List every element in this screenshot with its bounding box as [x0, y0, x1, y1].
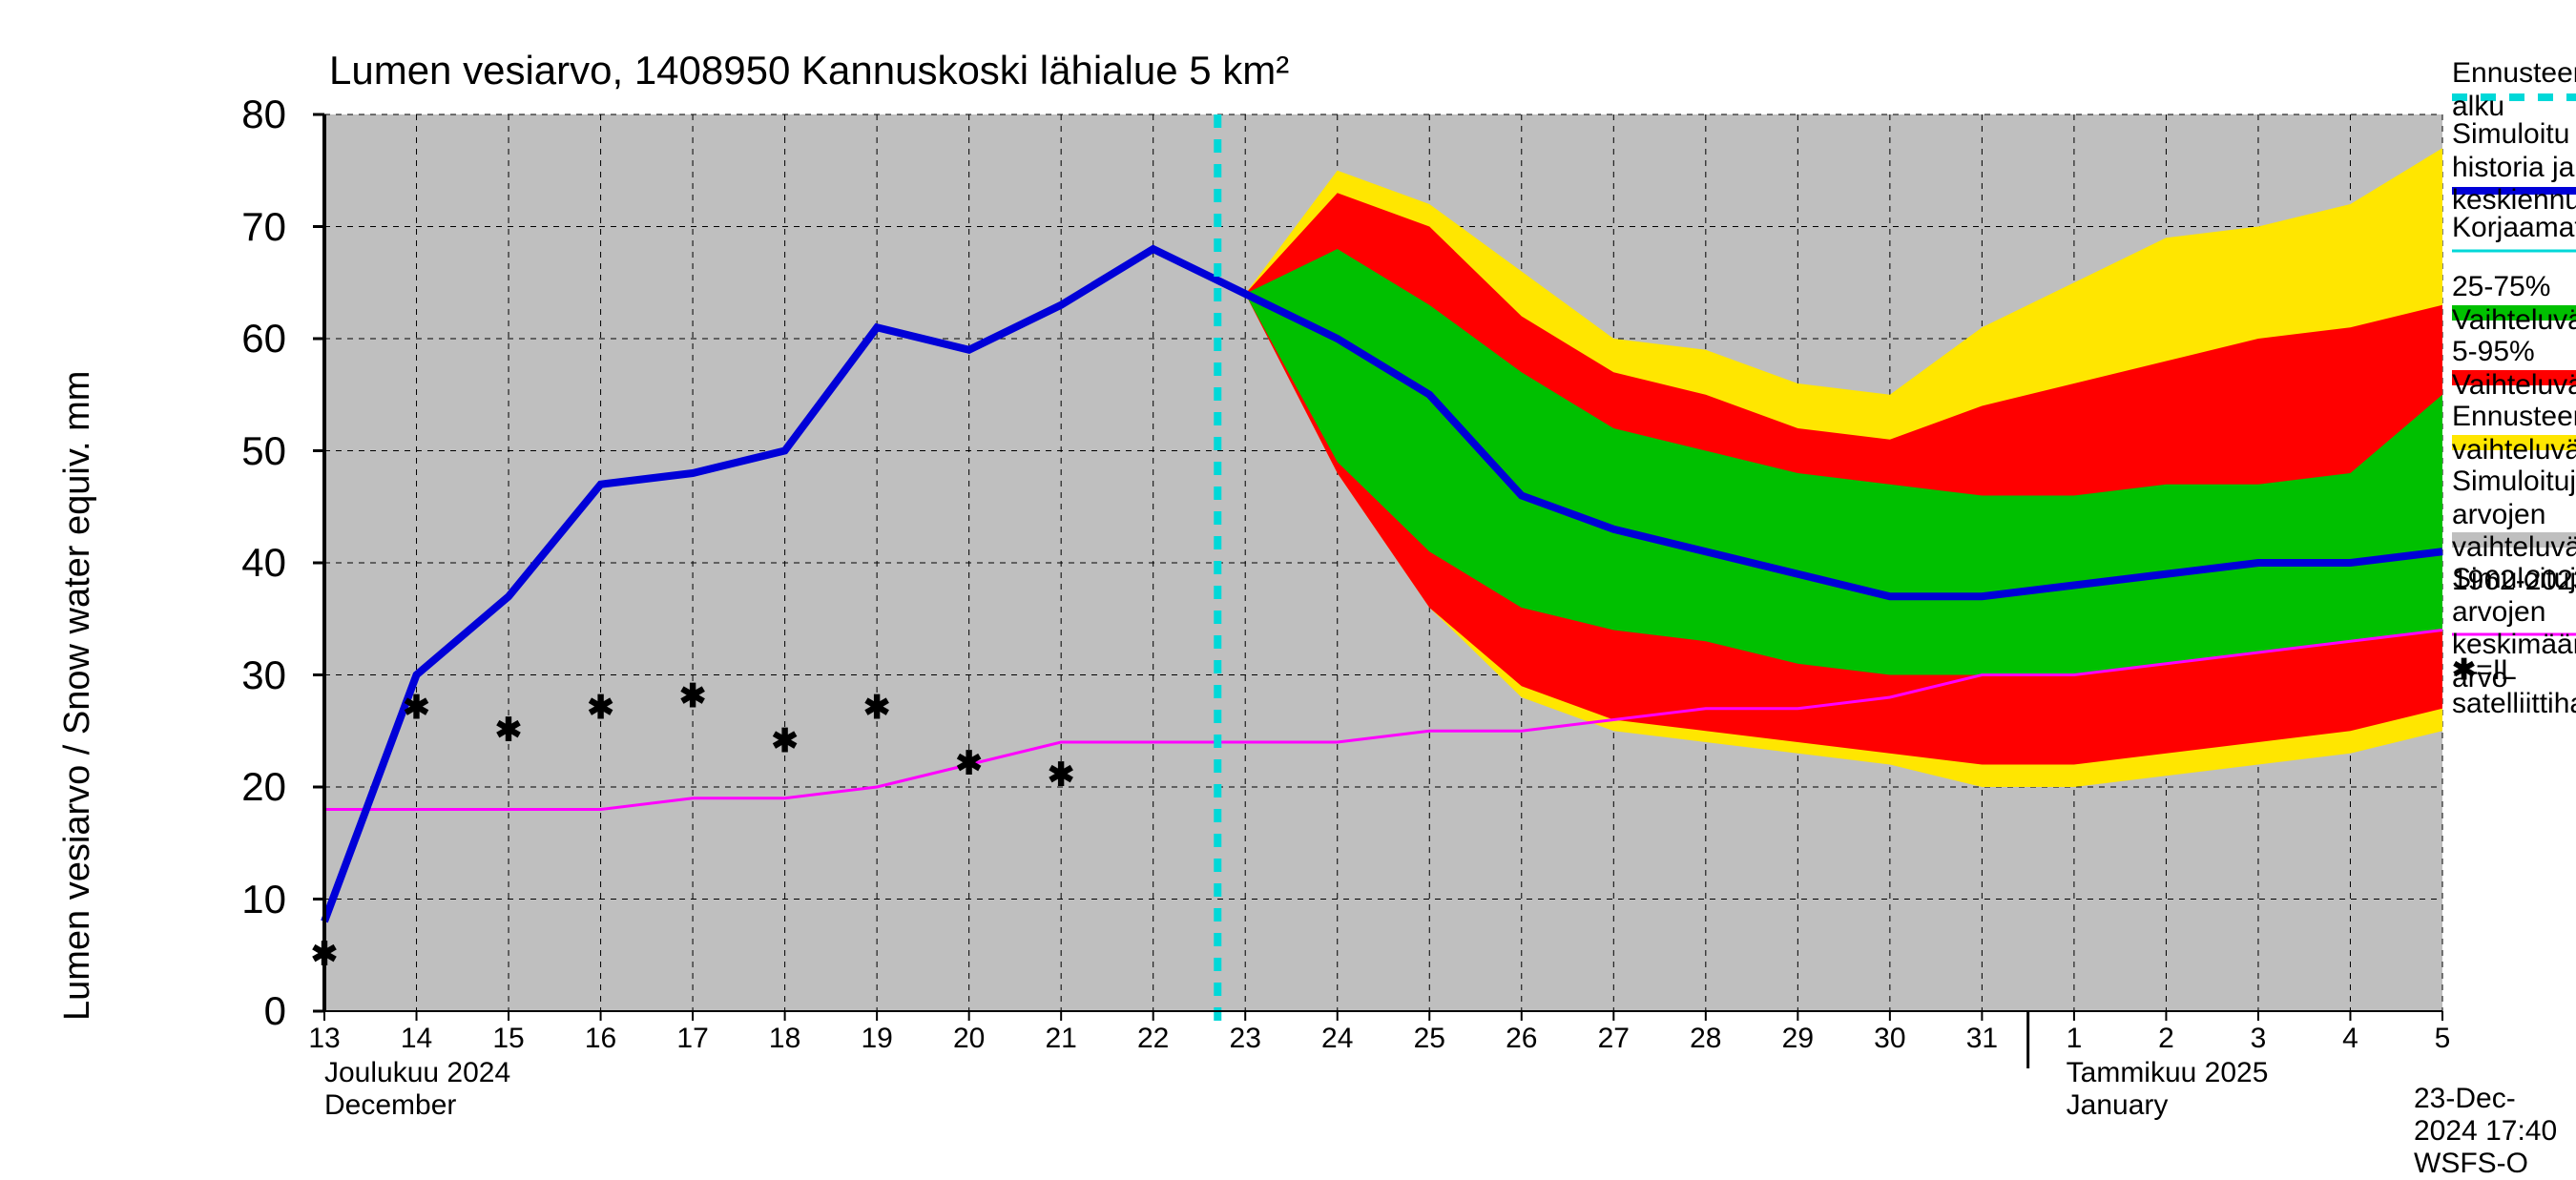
legend-item: Simuloitu historia jakeskiennuste — [2452, 118, 2576, 217]
svg-text:✱: ✱ — [587, 690, 614, 726]
legend-item: Ennusteen vaihteluväli — [2452, 401, 2576, 466]
x-tick: 21 — [1042, 1023, 1080, 1055]
x-tick: 29 — [1778, 1023, 1817, 1055]
x-tick: 3 — [2239, 1023, 2277, 1055]
x-tick: 19 — [858, 1023, 896, 1055]
month-label-jan-en: January — [2067, 1089, 2169, 1122]
svg-text:✱: ✱ — [955, 746, 983, 782]
x-tick: 18 — [766, 1023, 804, 1055]
svg-text:✱: ✱ — [679, 678, 707, 714]
y-tick: 20 — [219, 764, 286, 810]
x-tick: 15 — [489, 1023, 528, 1055]
y-tick: 70 — [219, 204, 286, 250]
y-tick: 50 — [219, 428, 286, 474]
y-tick: 60 — [219, 316, 286, 362]
y-tick: 30 — [219, 652, 286, 698]
y-tick: 40 — [219, 540, 286, 586]
month-label-dec-fi: Joulukuu 2024 — [324, 1057, 510, 1089]
legend-item: 5-95% Vaihteluväli — [2452, 336, 2576, 402]
legend-item: ✱=IL satelliittihavainto — [2452, 654, 2576, 720]
x-tick: 25 — [1410, 1023, 1448, 1055]
svg-text:✱: ✱ — [495, 712, 523, 748]
x-tick: 20 — [950, 1023, 988, 1055]
x-tick: 13 — [305, 1023, 343, 1055]
svg-text:✱: ✱ — [403, 690, 430, 726]
chart-container: Lumen vesiarvo, 1408950 Kannuskoski lähi… — [0, 0, 2576, 1145]
x-tick: 31 — [1963, 1023, 2001, 1055]
x-tick: 16 — [582, 1023, 620, 1055]
svg-text:✱: ✱ — [863, 690, 891, 726]
y-tick: 0 — [219, 988, 286, 1034]
y-tick: 80 — [219, 92, 286, 137]
x-tick: 4 — [2331, 1023, 2369, 1055]
month-label-dec-en: December — [324, 1089, 456, 1122]
x-tick: 17 — [674, 1023, 712, 1055]
footer-timestamp: 23-Dec-2024 17:40 WSFS-O — [2414, 1083, 2576, 1180]
x-tick: 2 — [2147, 1023, 2185, 1055]
y-tick: 10 — [219, 877, 286, 922]
plot-area: ✱✱✱✱✱✱✱✱✱ — [0, 0, 2576, 1145]
svg-text:✱: ✱ — [1048, 756, 1075, 793]
legend-item: Ennusteen alku — [2452, 57, 2576, 123]
legend-item: 25-75% Vaihteluväli — [2452, 271, 2576, 337]
x-tick: 30 — [1871, 1023, 1909, 1055]
svg-text:✱: ✱ — [771, 723, 799, 759]
x-tick: 1 — [2055, 1023, 2093, 1055]
month-label-jan-fi: Tammikuu 2025 — [2067, 1057, 2269, 1089]
x-tick: 14 — [398, 1023, 436, 1055]
x-tick: 28 — [1687, 1023, 1725, 1055]
x-tick: 23 — [1226, 1023, 1264, 1055]
x-tick: 27 — [1594, 1023, 1632, 1055]
x-tick: 5 — [2423, 1023, 2462, 1055]
x-tick: 26 — [1503, 1023, 1541, 1055]
x-tick: 24 — [1319, 1023, 1357, 1055]
legend-item: Korjaamaton — [2452, 212, 2576, 245]
x-tick: 22 — [1134, 1023, 1173, 1055]
